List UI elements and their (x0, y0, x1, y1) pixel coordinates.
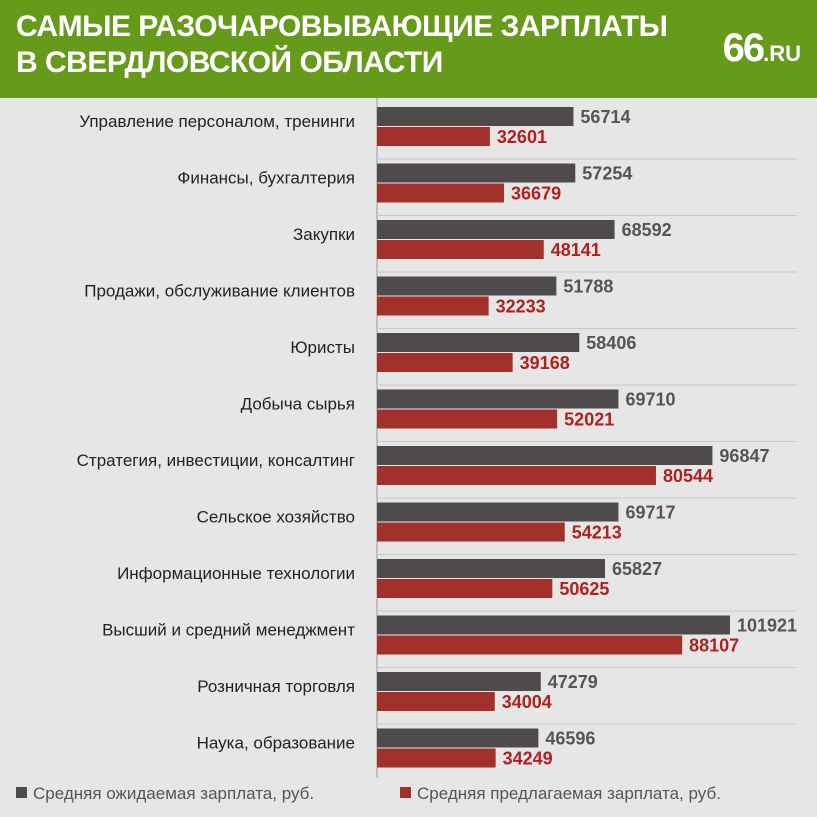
bar-offered (377, 522, 565, 542)
site-logo[interactable]: 66.RU (723, 26, 801, 71)
bar-expected (377, 276, 557, 296)
bar-offered (377, 579, 553, 598)
value-label-offered: 39168 (520, 353, 570, 373)
legend: Средняя ожидаемая зарплата, руб. Средняя… (16, 784, 806, 810)
value-label-offered: 34004 (502, 692, 552, 712)
value-label-expected: 96847 (719, 446, 769, 466)
bar-expected (377, 446, 713, 465)
bar-offered (377, 635, 683, 655)
value-label-offered: 36679 (511, 184, 561, 204)
value-label-offered: 32233 (496, 297, 546, 317)
value-label-expected: 51788 (563, 277, 613, 297)
category-label: Стратегия, инвестиции, консалтинг (77, 451, 355, 470)
legend-label-expected: Средняя ожидаемая зарплата, руб. (33, 784, 315, 803)
value-label-offered: 52021 (564, 410, 614, 430)
value-label-expected: 101921 (737, 616, 797, 636)
legend-swatch-expected (16, 787, 27, 798)
value-label-expected: 56714 (580, 107, 630, 127)
category-label: Управление персоналом, тренинги (79, 112, 355, 131)
value-label-offered: 54213 (572, 523, 622, 543)
category-label: Высший и средний менеджмент (102, 621, 355, 640)
bar-offered (377, 296, 489, 316)
bar-offered (377, 409, 558, 429)
category-label: Розничная торговля (197, 677, 355, 696)
category-label: Добыча сырья (241, 395, 355, 414)
value-label-offered: 32601 (497, 127, 547, 147)
bar-expected (377, 333, 580, 352)
bar-offered (377, 353, 513, 372)
category-label: Информационные технологии (117, 564, 355, 583)
bar-expected (377, 220, 615, 239)
category-label: Юристы (290, 338, 355, 357)
bar-offered (377, 240, 544, 259)
category-label: Сельское хозяйство (197, 508, 355, 527)
category-label: Наука, образование (197, 734, 355, 753)
value-label-offered: 88107 (689, 636, 739, 656)
category-label: Финансы, бухгалтерия (177, 169, 355, 188)
value-label-offered: 80544 (663, 466, 713, 486)
bar-expected (377, 559, 605, 578)
bar-expected (377, 615, 730, 635)
logo-main: 66 (722, 26, 765, 70)
legend-item-offered: Средняя предлагаемая зарплата, руб. (400, 784, 721, 804)
bar-expected (377, 163, 576, 183)
bar-expected (377, 502, 619, 522)
legend-item-expected: Средняя ожидаемая зарплата, руб. (16, 784, 314, 804)
value-label-expected: 46596 (545, 729, 595, 749)
bar-offered (377, 127, 490, 146)
bar-expected (377, 389, 619, 409)
bar-expected (377, 672, 541, 691)
value-label-expected: 69717 (625, 503, 675, 523)
value-label-expected: 57254 (582, 164, 632, 184)
bar-expected (377, 107, 574, 126)
header-banner: САМЫЕ РАЗОЧАРОВЫВАЮЩИЕ ЗАРПЛАТЫ В СВЕРДЛ… (0, 0, 817, 98)
value-label-expected: 58406 (586, 333, 636, 353)
value-label-offered: 34249 (503, 749, 553, 769)
bar-offered (377, 466, 656, 485)
chart-svg: Управление персоналом, тренинги 56714 3260… (77, 98, 797, 778)
salary-bar-chart: Управление персоналом, тренинги 56714 3260… (0, 98, 817, 778)
value-label-offered: 50625 (559, 579, 609, 599)
title-line-1: САМЫЕ РАЗОЧАРОВЫВАЮЩИЕ ЗАРПЛАТЫ (16, 10, 668, 43)
legend-label-offered: Средняя предлагаемая зарплата, руб. (417, 784, 721, 803)
category-label: Продажи, обслуживание клиентов (84, 282, 355, 301)
category-label: Закупки (293, 225, 355, 244)
title-line-2: В СВЕРДЛОВСКОЙ ОБЛАСТИ (16, 46, 443, 79)
value-label-offered: 48141 (551, 240, 601, 260)
bar-offered (377, 183, 505, 203)
logo-suffix: .RU (763, 41, 801, 66)
bar-offered (377, 692, 495, 711)
legend-swatch-offered (400, 787, 411, 798)
value-label-expected: 68592 (622, 220, 672, 240)
bar-expected (377, 728, 539, 748)
value-label-expected: 47279 (548, 672, 598, 692)
value-label-expected: 69710 (625, 390, 675, 410)
bar-offered (377, 748, 496, 768)
value-label-expected: 65827 (612, 559, 662, 579)
